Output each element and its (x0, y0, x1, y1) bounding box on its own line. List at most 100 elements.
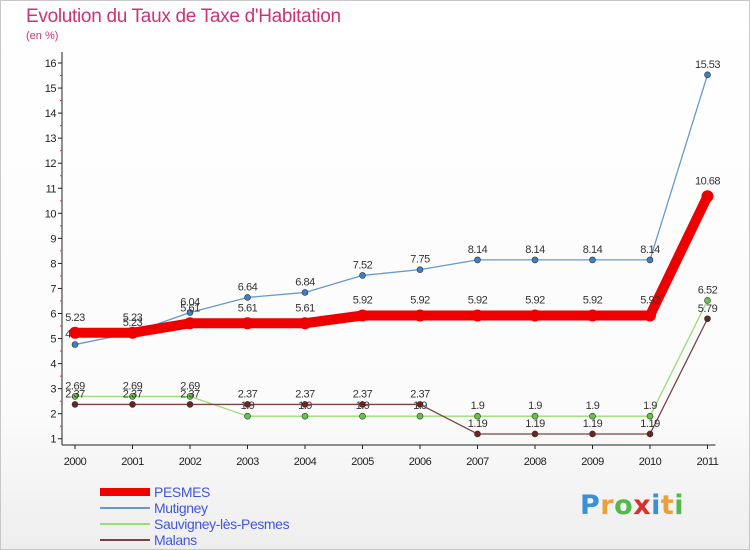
data-label: 6.64 (238, 281, 258, 293)
data-point (301, 412, 309, 420)
data-point (244, 401, 251, 408)
data-label: 5.23 (123, 317, 143, 329)
y-tick-label: 10 (45, 208, 57, 220)
data-label: 7.52 (353, 259, 373, 271)
data-label: 1.9 (471, 400, 485, 412)
data-point (129, 393, 136, 400)
data-point (646, 412, 654, 420)
legend-swatch (100, 539, 150, 541)
y-tick-label: 1 (50, 434, 56, 446)
data-point (471, 309, 484, 322)
y-tick-label: 6 (50, 308, 56, 320)
data-point (186, 401, 194, 408)
data-point (129, 401, 136, 408)
legend-swatch (100, 507, 150, 509)
y-tick-label: 16 (45, 58, 57, 70)
data-point (531, 256, 539, 264)
data-point (71, 341, 79, 348)
legend-swatch (100, 523, 150, 525)
data-label: 2.69 (123, 380, 143, 392)
data-label: 5.79 (698, 303, 718, 315)
series-line (74, 299, 709, 417)
data-label: 1.19 (640, 418, 660, 430)
data-label: 5.92 (410, 294, 430, 306)
data-point (184, 317, 196, 330)
y-tick-label: 15 (45, 83, 57, 95)
legend-label: Sauvigney-lès-Pesmes (154, 516, 290, 532)
data-point (646, 256, 654, 264)
x-tick-label: 2007 (466, 456, 489, 468)
data-label: 7.75 (410, 254, 430, 266)
data-label: 5.92 (583, 294, 603, 306)
series-line (74, 318, 709, 435)
data-point (186, 309, 194, 316)
data-label: 1.19 (525, 418, 545, 430)
data-point (299, 317, 311, 330)
data-point (71, 393, 79, 400)
data-label: 2.37 (410, 388, 430, 400)
data-label: 8.14 (468, 244, 488, 256)
data-label: 6.04 (180, 296, 200, 308)
data-point (531, 412, 539, 420)
data-point (589, 256, 596, 264)
data-point (529, 309, 541, 322)
data-label: 5.23 (65, 312, 85, 324)
data-point (186, 393, 194, 400)
data-label: 2.37 (353, 388, 373, 400)
data-point (126, 326, 139, 339)
x-tick-label: 2009 (581, 456, 604, 468)
x-tick-label: 2010 (639, 456, 662, 468)
data-label: 10.68 (695, 175, 720, 187)
legend-label: Mutigney (154, 500, 208, 516)
x-tick-label: 2003 (236, 456, 259, 468)
legend-label: Malans (154, 532, 197, 548)
y-tick-label: 13 (45, 133, 57, 145)
data-point (69, 326, 81, 339)
proxiti-logo: Proxiti (580, 490, 684, 521)
data-label: 6.52 (698, 284, 718, 296)
data-label: 2.37 (180, 388, 200, 400)
data-point (359, 412, 366, 420)
data-point (359, 272, 366, 279)
data-label: 8.14 (583, 244, 603, 256)
data-label: 5.61 (238, 302, 258, 314)
x-tick-label: 2006 (409, 456, 432, 468)
data-point (244, 412, 251, 420)
y-tick-label: 7 (50, 283, 56, 295)
logo-letter: x (633, 490, 652, 521)
series-line (70, 191, 713, 338)
y-tick-label: 8 (50, 258, 56, 270)
data-label: 8.14 (640, 244, 660, 256)
data-point (701, 190, 714, 203)
legend-label: PESMES (154, 484, 210, 500)
data-label: 1.19 (468, 418, 488, 430)
data-point (416, 401, 424, 408)
x-tick-label: 2005 (351, 456, 374, 468)
data-point (531, 430, 539, 438)
data-label: 5.61 (180, 302, 200, 314)
data-point (301, 289, 309, 296)
data-point (474, 256, 481, 264)
y-tick-label: 4 (50, 359, 56, 371)
data-point (301, 401, 309, 408)
data-label: 1.9 (528, 400, 542, 412)
x-tick-label: 2004 (294, 456, 317, 468)
data-point (241, 317, 254, 330)
data-label: 5.92 (640, 294, 660, 306)
series-line (74, 74, 709, 346)
x-tick-label: 2011 (697, 456, 719, 468)
data-point (356, 309, 369, 322)
y-tick-label: 5 (50, 334, 56, 346)
data-label: 2.37 (123, 388, 143, 400)
data-point (704, 297, 711, 304)
data-point (359, 401, 366, 408)
data-label: 8.14 (525, 244, 545, 256)
data-label: 5.92 (353, 294, 373, 306)
data-label: 5.92 (525, 294, 545, 306)
data-point (704, 71, 711, 79)
y-tick-label: 14 (45, 108, 57, 120)
data-point (646, 430, 654, 438)
data-label: 2.37 (65, 388, 85, 400)
data-point (474, 412, 481, 420)
